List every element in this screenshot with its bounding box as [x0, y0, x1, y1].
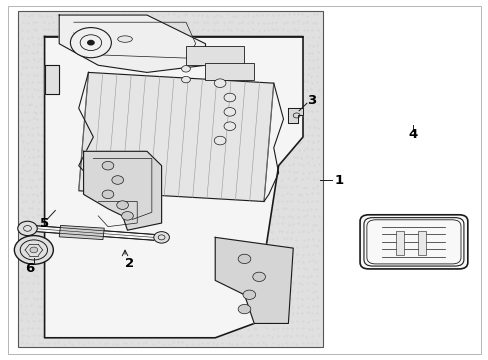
Circle shape [224, 93, 235, 102]
Circle shape [14, 235, 53, 264]
Bar [18, 12, 322, 347]
Circle shape [238, 254, 250, 264]
FancyBboxPatch shape [359, 215, 467, 269]
Circle shape [238, 305, 250, 314]
Polygon shape [83, 151, 161, 230]
Circle shape [122, 212, 133, 220]
Polygon shape [288, 108, 303, 123]
Bar [205, 63, 254, 80]
Text: 4: 4 [407, 128, 416, 141]
Polygon shape [44, 37, 303, 338]
Bar [185, 45, 244, 65]
Text: 1: 1 [334, 174, 344, 186]
Circle shape [117, 201, 128, 210]
Circle shape [87, 40, 95, 45]
Circle shape [102, 190, 114, 199]
Bar [395, 231, 404, 255]
Text: 5: 5 [40, 217, 49, 230]
Circle shape [102, 161, 114, 170]
Circle shape [224, 108, 235, 116]
Circle shape [20, 240, 47, 260]
Circle shape [181, 66, 190, 72]
Text: 2: 2 [125, 257, 134, 270]
Circle shape [18, 221, 37, 235]
Circle shape [112, 176, 123, 184]
Polygon shape [44, 65, 59, 94]
Circle shape [181, 76, 190, 83]
Circle shape [224, 122, 235, 131]
Circle shape [252, 272, 265, 282]
Circle shape [70, 28, 111, 58]
Circle shape [243, 290, 255, 300]
Polygon shape [79, 72, 273, 202]
Circle shape [214, 136, 225, 145]
Ellipse shape [118, 36, 132, 42]
Polygon shape [215, 237, 293, 323]
Text: 6: 6 [25, 262, 35, 275]
Bar [417, 231, 426, 255]
Circle shape [214, 79, 225, 87]
Polygon shape [59, 15, 205, 72]
Bar [59, 225, 104, 240]
Circle shape [154, 231, 169, 243]
Text: 3: 3 [306, 94, 316, 107]
Circle shape [30, 247, 38, 253]
